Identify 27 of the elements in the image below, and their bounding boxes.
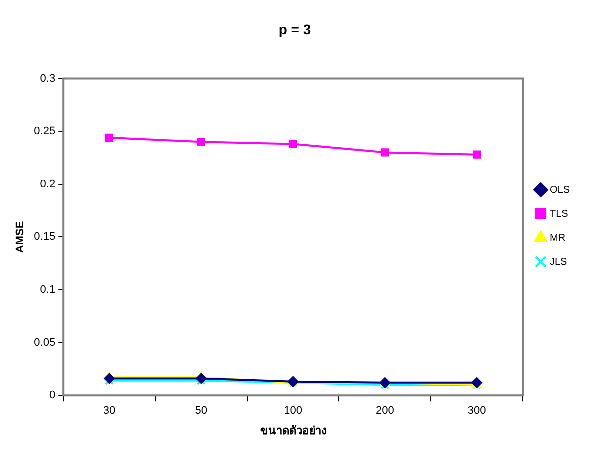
- point: [104, 373, 116, 384]
- point: [197, 138, 206, 146]
- point: [380, 377, 391, 388]
- y-tick-label: 0.3: [40, 72, 56, 85]
- x-tick-label: 200: [376, 405, 394, 418]
- point: [473, 150, 482, 159]
- y-tick-label: 0.1: [40, 284, 56, 296]
- y-tick-label: 0.05: [34, 336, 56, 349]
- x-tick-label: 50: [195, 405, 208, 418]
- chart-title: p = 3: [278, 21, 312, 38]
- y-tick-label: 0.15: [34, 231, 56, 244]
- point: [106, 134, 114, 142]
- x-tick-label: 300: [468, 405, 486, 418]
- x-tick-label: 100: [284, 405, 302, 418]
- x-tick-label: 30: [103, 405, 116, 418]
- y-axis-title: AMSE: [14, 221, 27, 254]
- y-tick-label: 0: [49, 390, 56, 402]
- point: [381, 148, 390, 157]
- legend-label: JLS: [550, 256, 568, 268]
- point: [196, 373, 207, 384]
- x-axis-title: ขนาดตัวอย่าง: [260, 424, 326, 438]
- y-tick-label: 0.25: [34, 126, 56, 138]
- legend-label: OLS: [550, 184, 570, 196]
- point: [289, 140, 298, 148]
- legend-label: MR: [550, 232, 566, 244]
- y-tick-label: 0.2: [40, 178, 56, 190]
- legend-label: TLS: [550, 208, 569, 220]
